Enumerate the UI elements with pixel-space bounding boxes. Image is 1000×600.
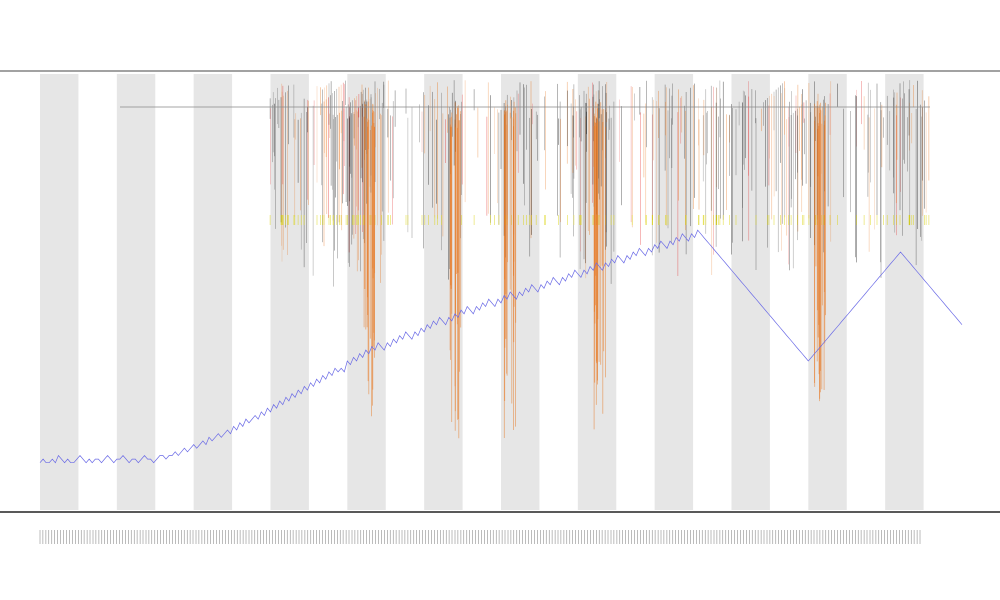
band-rect bbox=[270, 74, 309, 510]
series-line bbox=[39, 229, 963, 464]
band-rect bbox=[885, 74, 924, 510]
band-rect bbox=[116, 74, 156, 510]
band-rect bbox=[40, 74, 79, 510]
band-rect bbox=[731, 74, 770, 510]
x-axis-ticks bbox=[39, 530, 921, 544]
band-rect bbox=[193, 74, 233, 510]
band-rect bbox=[347, 74, 386, 510]
spike-marks bbox=[269, 80, 930, 439]
band-rect bbox=[654, 74, 694, 510]
